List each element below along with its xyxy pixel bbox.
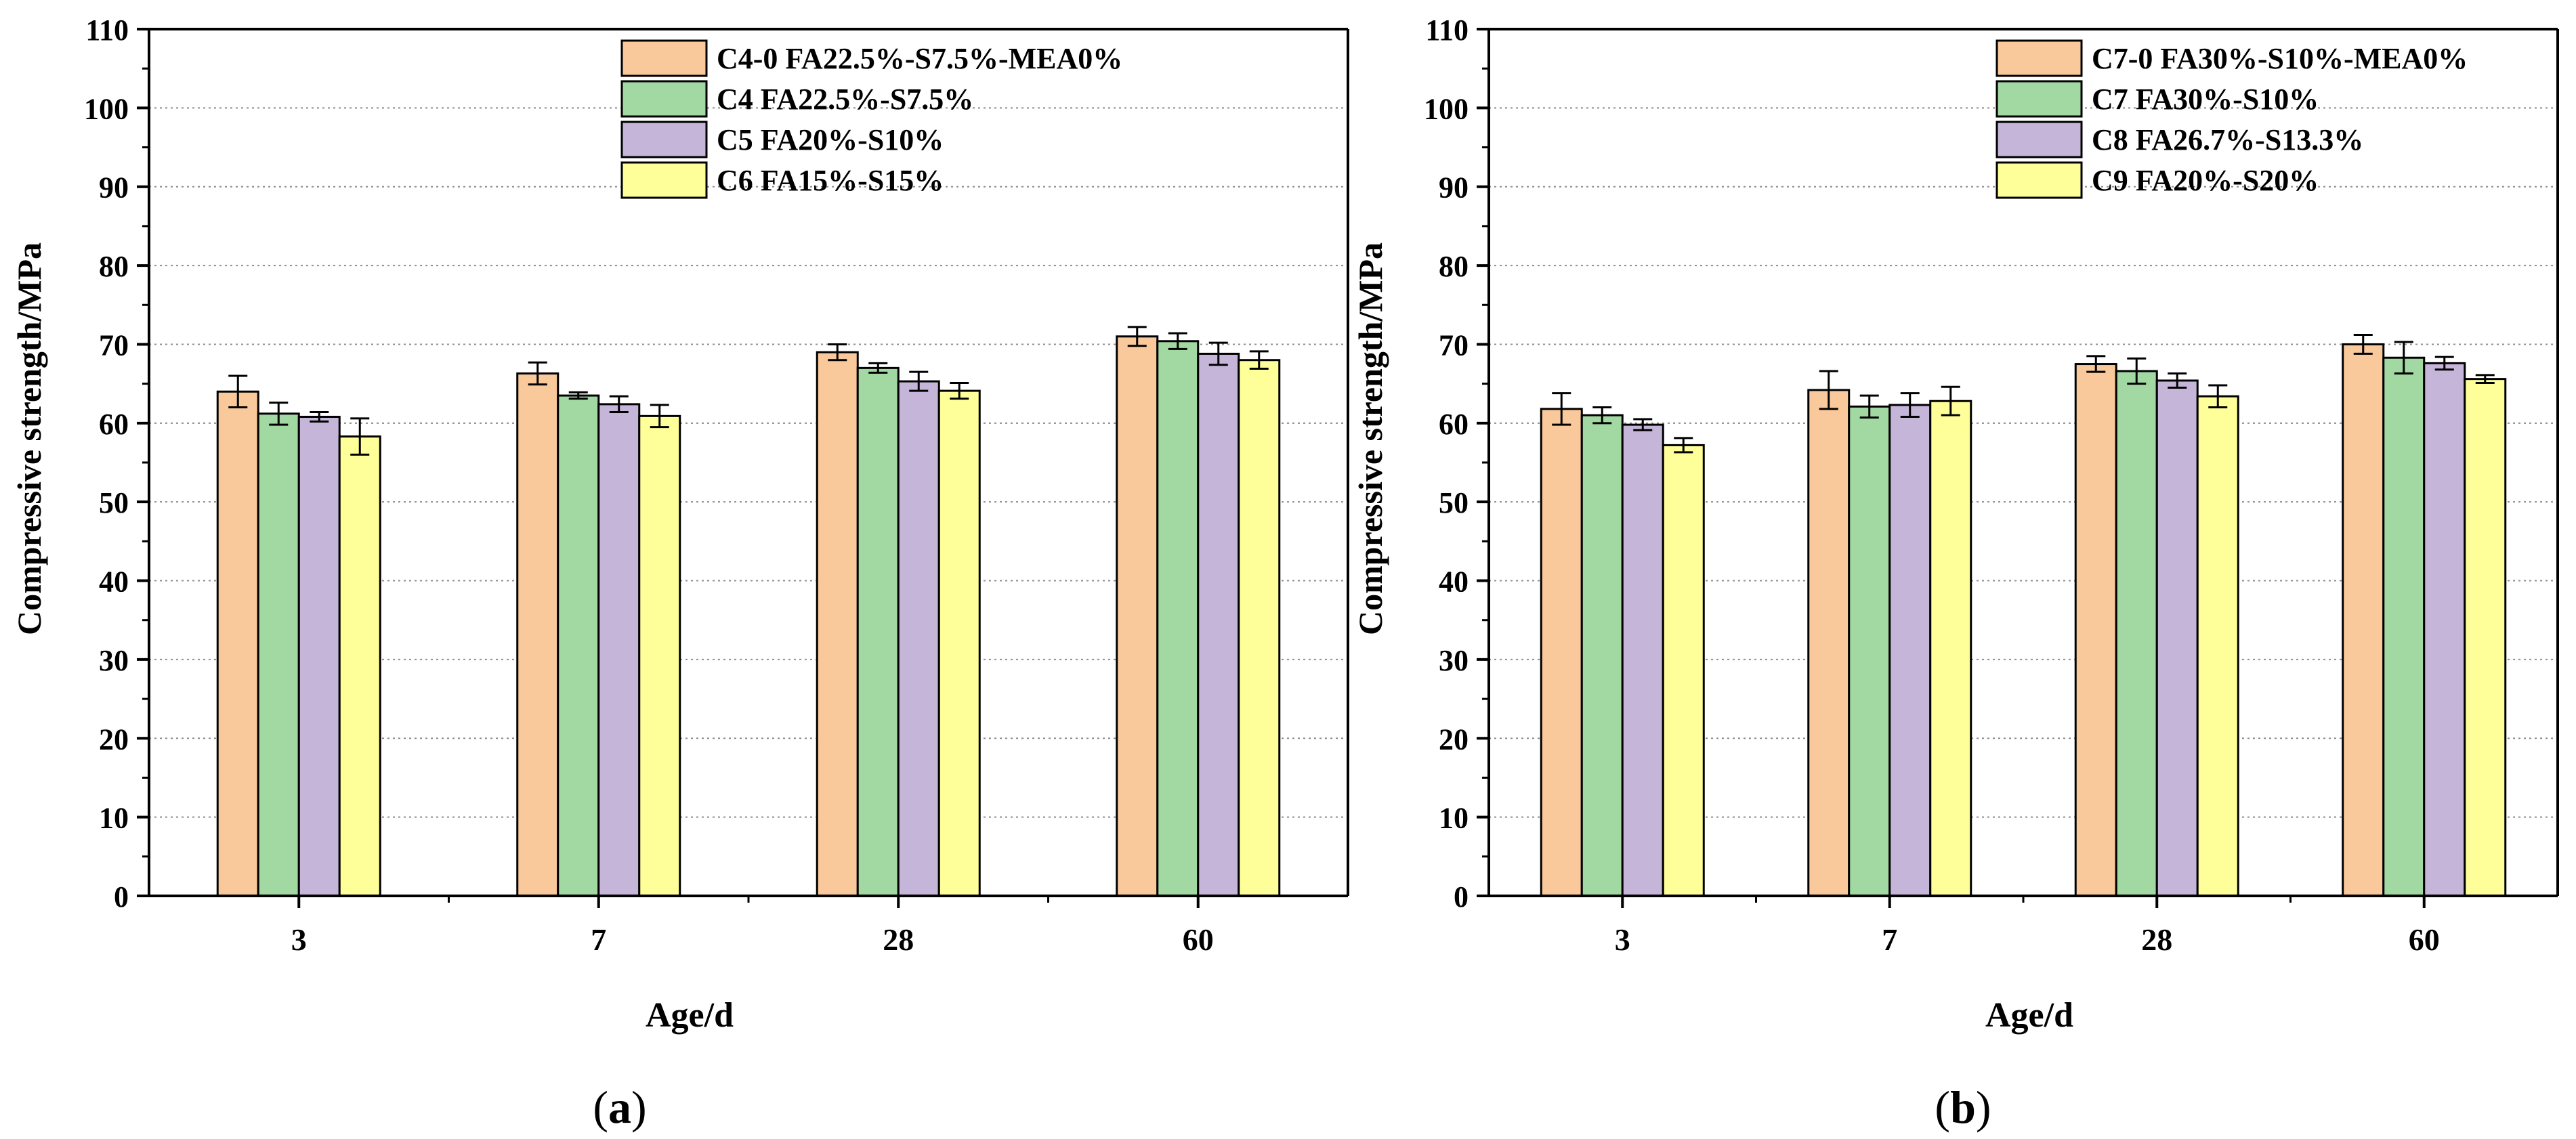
legend-swatch [1996, 39, 2083, 77]
legend-label: C7 FA30%-S10% [2092, 83, 2319, 116]
y-tick-label: 100 [84, 92, 129, 125]
bar [1662, 444, 1705, 897]
bar [1116, 335, 1159, 897]
bars [1540, 333, 2507, 897]
y-tick-label: 0 [1454, 880, 1469, 914]
legend-swatch [620, 161, 708, 199]
y-tick-label: 40 [1439, 565, 1469, 599]
legend-label: C6 FA15%-S15% [717, 164, 944, 197]
x-tick-label: 60 [1183, 922, 1214, 957]
y-tick-label: 100 [1424, 92, 1469, 125]
legend-swatch [1996, 161, 2083, 199]
y-tick-label: 110 [1425, 14, 1469, 47]
legend-label: C4 FA22.5%-S7.5% [717, 83, 973, 116]
bar [638, 414, 681, 897]
y-tick-label: 20 [1439, 723, 1469, 756]
x-ticks: 3 7 28 60 [291, 896, 1214, 957]
bar [297, 416, 341, 897]
y-tick-label: 90 [99, 171, 129, 205]
y-tick-label: 70 [99, 328, 129, 362]
bar [338, 435, 381, 897]
bar [1580, 414, 1624, 897]
y-axis-title: Compressive strength/MPa [1351, 242, 1389, 635]
legend-label: C9 FA20%-S20% [2092, 164, 2319, 197]
bar [2074, 363, 2117, 897]
x-ticks: 3 7 28 60 [1615, 896, 2440, 957]
y-tick-label: 60 [99, 408, 129, 441]
y-tick-label: 50 [1439, 486, 1469, 519]
y-ticks: 0 10 20 30 40 50 60 70 80 90 100 110 [1424, 14, 1489, 914]
panel-letter-b: b [1950, 1081, 1976, 1133]
x-axis-title: Age/d [1985, 996, 2073, 1035]
legend-label: C8 FA26.7%-S13.3% [2092, 123, 2363, 156]
y-tick-label: 70 [1439, 328, 1469, 362]
y-axis-title: Compressive strength/MPa [10, 242, 48, 635]
bar [1540, 408, 1583, 897]
x-tick-label: 7 [1882, 922, 1897, 957]
legend-swatch [620, 121, 708, 158]
y-tick-label: 10 [99, 802, 129, 835]
bar [557, 394, 600, 897]
legend: C4-0 FA22.5%-S7.5%-MEA0% C4 FA22.5%-S7.5%… [620, 39, 1122, 199]
bar [1621, 423, 1664, 897]
y-tick-label: 80 [99, 250, 129, 283]
y-tick-label: 110 [85, 14, 129, 47]
bar [1197, 352, 1240, 897]
bar [897, 380, 940, 897]
bar [937, 389, 981, 897]
bar [1156, 340, 1200, 897]
y-tick-label: 40 [99, 565, 129, 599]
x-axis-title: Age/d [646, 996, 734, 1035]
bar [1848, 405, 1891, 897]
y-ticks: 0 10 20 30 40 50 60 70 80 90 100 110 [84, 14, 149, 914]
chart-panel-b: 0 10 20 30 40 50 60 70 80 90 100 110 3 7 28 60 Compres… [1351, 14, 2559, 1133]
bar [856, 366, 900, 897]
panel-label-a: (a) [593, 1081, 646, 1133]
bar [1888, 404, 1932, 897]
y-tick-label: 0 [114, 880, 129, 914]
bar [1929, 400, 1972, 897]
legend-label: C4-0 FA22.5%-S7.5%-MEA0% [717, 42, 1122, 75]
bar [597, 403, 641, 897]
bar [2155, 379, 2199, 897]
y-tick-label: 90 [1439, 171, 1469, 205]
bar [2115, 370, 2158, 897]
bar [516, 372, 559, 897]
legend-label: C7-0 FA30%-S10%-MEA0% [2092, 42, 2468, 75]
x-tick-label: 7 [591, 922, 606, 957]
x-tick-label: 3 [291, 922, 307, 957]
y-tick-label: 10 [1439, 802, 1469, 835]
y-tick-label: 30 [1439, 644, 1469, 677]
y-tick-label: 30 [99, 644, 129, 677]
legend-swatch [1996, 80, 2083, 118]
bars [216, 326, 1281, 897]
legend-swatch [620, 80, 708, 118]
y-tick-label: 20 [99, 723, 129, 756]
bar [2382, 356, 2426, 897]
x-tick-label: 60 [2409, 922, 2440, 957]
panel-label-b: (b) [1935, 1081, 1991, 1133]
x-tick-label: 28 [2141, 922, 2172, 957]
bar [2423, 362, 2466, 897]
y-tick-label: 60 [1439, 408, 1469, 441]
x-tick-label: 3 [1615, 922, 1630, 957]
bar [257, 412, 300, 897]
legend: C7-0 FA30%-S10%-MEA0% C7 FA30%-S10% C8 FA2… [1996, 39, 2468, 199]
bar [2196, 395, 2239, 897]
legend-label: C5 FA20%-S10% [717, 123, 944, 156]
panel-letter-a: a [608, 1081, 631, 1133]
bar [2342, 343, 2385, 897]
legend-swatch [1996, 121, 2083, 158]
bar [216, 390, 259, 897]
bar [2464, 378, 2507, 897]
y-tick-label: 80 [1439, 250, 1469, 283]
legend-swatch [620, 39, 708, 77]
bar [816, 351, 859, 897]
chart-panel-a: 0 10 20 30 40 50 60 70 80 90 100 110 3 7 28 60 Compres… [10, 14, 1349, 1133]
bar [1807, 389, 1851, 897]
bar [1238, 359, 1281, 897]
x-tick-label: 28 [883, 922, 914, 957]
y-tick-label: 50 [99, 486, 129, 519]
